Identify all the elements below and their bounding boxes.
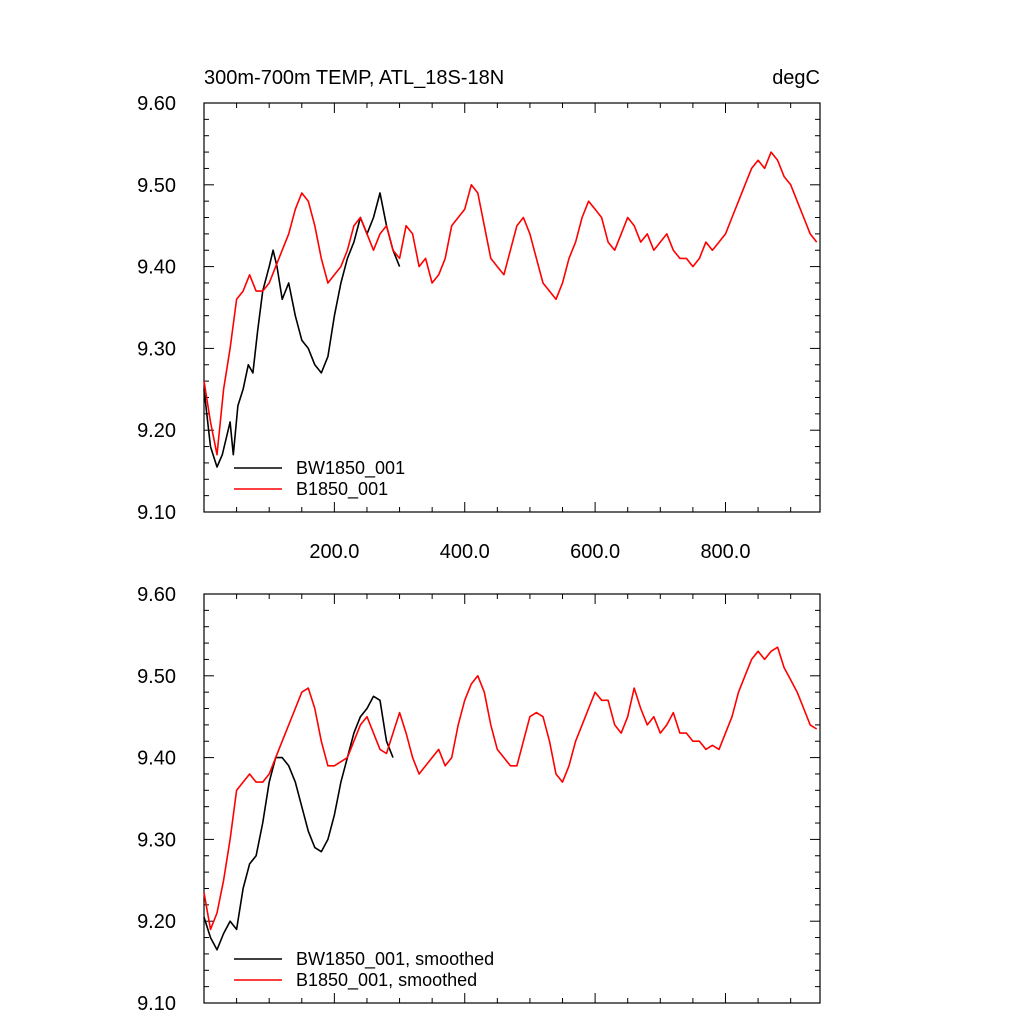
y-tick-label: 9.40 bbox=[137, 257, 176, 279]
x-tick-label: 800.0 bbox=[700, 541, 750, 563]
y-tick-label: 9.20 bbox=[137, 911, 176, 933]
series-line-b1850 bbox=[203, 646, 818, 931]
y-tick-label: 9.30 bbox=[137, 338, 176, 360]
y-tick-label: 9.40 bbox=[137, 748, 176, 770]
chart-title: 300m-700m TEMP, ATL_18S-18N bbox=[204, 67, 504, 89]
y-tick-label: 9.20 bbox=[137, 420, 176, 442]
y-tick-label: 9.50 bbox=[137, 175, 176, 197]
y-tick-label: 9.60 bbox=[137, 584, 176, 606]
legend-label: B1850_001 bbox=[296, 479, 388, 500]
series-line-b1850 bbox=[203, 151, 818, 456]
bottom-panel: 9.10 9.20 9.30 9.40 9.50 9.60 BW1850_001, smo… bbox=[137, 584, 821, 1015]
y-tick-label: 9.10 bbox=[137, 993, 176, 1015]
x-tick-label: 400.0 bbox=[440, 541, 490, 563]
legend-label: BW1850_001 bbox=[296, 458, 405, 479]
y-tick-label: 9.30 bbox=[137, 829, 176, 851]
y-tick-label: 9.50 bbox=[137, 666, 176, 688]
bottom-plot-series bbox=[203, 646, 818, 951]
units-label: degC bbox=[772, 67, 820, 89]
top-plot-series bbox=[203, 151, 818, 468]
x-tick-label: 600.0 bbox=[570, 541, 620, 563]
x-tick-label: 200.0 bbox=[309, 541, 359, 563]
y-tick-label: 9.60 bbox=[137, 93, 176, 115]
y-tick-label: 9.10 bbox=[137, 502, 176, 524]
top-plot-axes: 9.10 9.20 9.30 9.40 9.50 9.60 200.0 400.0 600.0 8… bbox=[137, 93, 821, 563]
legend-label: BW1850_001, smoothed bbox=[296, 949, 494, 970]
series-line-bw1850 bbox=[203, 695, 394, 951]
plot-frame bbox=[203, 102, 821, 513]
plot-frame bbox=[203, 593, 821, 1004]
top-panel: 300m-700m TEMP, ATL_18S-18N degC 9.10 9.2… bbox=[137, 67, 821, 563]
bottom-plot-axes: 9.10 9.20 9.30 9.40 9.50 9.60 bbox=[137, 584, 821, 1015]
legend-label: B1850_001, smoothed bbox=[296, 970, 477, 991]
